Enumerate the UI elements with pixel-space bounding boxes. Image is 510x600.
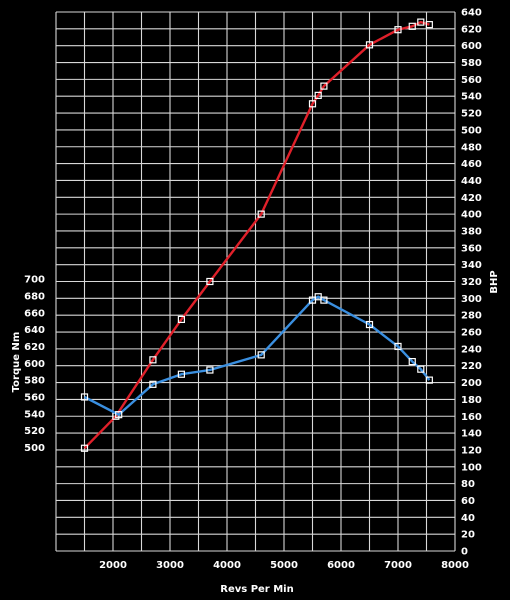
data-point-torque-nm — [320, 296, 328, 304]
right-tick-label: 340 — [461, 260, 482, 271]
left-tick-label: 580 — [24, 376, 45, 387]
right-tick-label: 400 — [461, 210, 482, 221]
x-tick-label: 2000 — [99, 560, 127, 571]
right-tick-label: 60 — [461, 496, 475, 507]
right-tick-label: 500 — [461, 125, 482, 136]
right-tick-label: 40 — [461, 513, 475, 524]
data-point-torque-nm — [80, 393, 89, 401]
data-point-bhp — [365, 41, 374, 49]
right-tick-label: 640 — [461, 8, 482, 19]
data-point-torque-nm — [115, 411, 123, 419]
data-point-torque-nm — [257, 351, 265, 359]
data-point-torque-nm — [425, 376, 433, 384]
left-tick-label: 700 — [24, 275, 45, 286]
right-tick-label: 580 — [461, 58, 482, 69]
data-point-bhp — [257, 210, 265, 218]
right-tick-label: 120 — [461, 445, 482, 456]
x-tick-label: 5000 — [270, 560, 298, 571]
left-tick-label: 640 — [24, 325, 45, 336]
data-point-bhp — [417, 18, 425, 26]
right-tick-label: 440 — [461, 176, 482, 187]
right-tick-label: 200 — [461, 378, 482, 389]
tick-labels: 2000 3000 4000 5000 6000 7000 8000 0 20 40 60 80 100… — [24, 8, 482, 572]
right-tick-label: 160 — [461, 412, 482, 423]
left-tick-label: 560 — [24, 392, 45, 403]
data-point-bhp — [408, 22, 416, 30]
data-point-bhp — [314, 91, 322, 99]
right-tick-label: 360 — [461, 243, 482, 254]
data-point-bhp — [177, 315, 185, 323]
right-tick-label: 140 — [461, 429, 482, 440]
series-line-bhp — [83, 20, 430, 450]
right-axis-title: BHP — [489, 270, 500, 293]
right-tick-label: 300 — [461, 294, 482, 305]
data-point-bhp — [206, 277, 214, 286]
right-tick-label: 260 — [461, 328, 482, 339]
right-tick-label: 180 — [461, 395, 482, 406]
right-tick-label: 380 — [461, 226, 482, 237]
data-point-torque-nm — [365, 320, 374, 329]
right-tick-label: 280 — [461, 311, 482, 322]
data-point-bhp — [425, 21, 433, 29]
right-tick-label: 320 — [461, 277, 482, 288]
right-tick-label: 520 — [461, 109, 482, 120]
right-tick-label: 600 — [461, 41, 482, 52]
right-tick-label: 80 — [461, 479, 475, 490]
right-tick-label: 540 — [461, 92, 482, 103]
data-point-torque-nm — [149, 380, 157, 388]
right-tick-label: 460 — [461, 159, 482, 170]
x-tick-label: 3000 — [156, 560, 184, 571]
left-tick-label: 680 — [24, 291, 45, 302]
x-tick-label: 6000 — [327, 560, 355, 571]
left-tick-label: 660 — [24, 308, 45, 319]
series-layer — [80, 18, 433, 452]
right-tick-label: 20 — [461, 530, 475, 541]
left-tick-label: 600 — [24, 359, 45, 370]
right-tick-label: 620 — [461, 24, 482, 35]
right-tick-label: 420 — [461, 193, 482, 204]
right-tick-label: 560 — [461, 75, 482, 86]
left-tick-label: 620 — [24, 342, 45, 353]
data-point-torque-nm — [394, 342, 402, 351]
x-tick-label: 7000 — [384, 560, 412, 571]
right-tick-label: 220 — [461, 361, 482, 372]
data-point-bhp — [394, 26, 402, 34]
right-tick-label: 100 — [461, 462, 482, 473]
x-axis-title: Revs Per Min — [220, 584, 293, 595]
right-tick-label: 0 — [461, 547, 468, 558]
x-tick-label: 4000 — [213, 560, 241, 571]
left-tick-label: 500 — [24, 443, 45, 454]
left-axis-title: Torque Nm — [11, 332, 22, 393]
data-point-bhp — [149, 356, 157, 364]
data-point-torque-nm — [206, 366, 214, 374]
grid — [55, 11, 456, 552]
data-point-torque-nm — [408, 357, 416, 366]
right-tick-label: 480 — [461, 142, 482, 153]
left-tick-label: 540 — [24, 409, 45, 420]
right-tick-label: 240 — [461, 344, 482, 355]
x-tick-label: 8000 — [441, 560, 469, 571]
data-point-torque-nm — [177, 370, 185, 378]
data-point-bhp — [320, 82, 328, 90]
data-point-bhp — [80, 444, 89, 452]
left-tick-label: 520 — [24, 426, 45, 437]
data-point-torque-nm — [417, 365, 425, 373]
data-point-bhp — [308, 100, 317, 108]
